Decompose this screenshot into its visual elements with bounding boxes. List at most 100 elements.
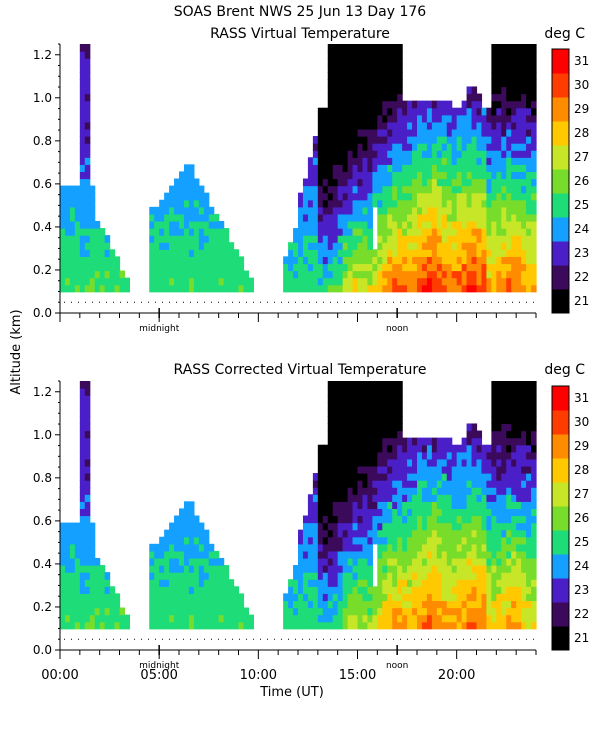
temperature-cell bbox=[179, 228, 185, 236]
top-panel-midnight-label: midnight bbox=[139, 324, 180, 334]
temperature-cell bbox=[357, 388, 364, 396]
temperature-cell bbox=[466, 550, 473, 559]
temperature-cell bbox=[392, 128, 398, 137]
temperature-cell bbox=[327, 114, 334, 123]
temperature-cell bbox=[506, 192, 512, 201]
temperature-cell bbox=[367, 473, 373, 481]
temperature-cell bbox=[337, 164, 344, 173]
temperature-cell bbox=[461, 487, 468, 495]
temperature-cell bbox=[397, 451, 403, 460]
temperature-cell bbox=[307, 256, 314, 265]
temperature-cell bbox=[367, 114, 373, 123]
temperature-cell bbox=[436, 437, 443, 446]
temperature-cell bbox=[288, 621, 294, 630]
temperature-cell bbox=[516, 51, 522, 59]
colorbar-label: 21 bbox=[574, 631, 589, 645]
temperature-cell bbox=[79, 381, 86, 389]
temperature-cell bbox=[362, 277, 369, 286]
temperature-cell bbox=[342, 228, 349, 236]
temperature-cell bbox=[407, 185, 413, 194]
temperature-cell bbox=[387, 565, 393, 573]
temperature-cell bbox=[179, 256, 185, 265]
temperature-cell bbox=[347, 178, 354, 187]
temperature-cell bbox=[367, 480, 373, 488]
temperature-cell bbox=[456, 487, 463, 495]
temperature-cell bbox=[352, 543, 359, 552]
temperature-cell bbox=[446, 543, 453, 552]
temperature-cell bbox=[466, 501, 473, 510]
temperature-cell bbox=[347, 465, 354, 474]
temperature-cell bbox=[208, 213, 215, 222]
temperature-cell bbox=[203, 270, 210, 279]
y-tick-label: 1.0 bbox=[33, 428, 52, 442]
temperature-cell bbox=[441, 501, 448, 510]
temperature-cell bbox=[84, 536, 91, 545]
temperature-cell bbox=[466, 220, 473, 229]
temperature-cell bbox=[332, 522, 339, 531]
temperature-cell bbox=[64, 199, 71, 208]
temperature-cell bbox=[441, 465, 448, 474]
temperature-cell bbox=[327, 171, 334, 180]
temperature-cell bbox=[312, 480, 319, 488]
temperature-cell bbox=[526, 536, 532, 545]
temperature-cell bbox=[511, 473, 517, 481]
temperature-cell bbox=[526, 284, 532, 293]
temperature-cell bbox=[516, 192, 522, 201]
temperature-cell bbox=[506, 79, 512, 88]
temperature-cell bbox=[362, 86, 369, 95]
temperature-cell bbox=[407, 213, 413, 222]
temperature-cell bbox=[486, 277, 492, 286]
temperature-cell bbox=[293, 270, 299, 279]
temperature-cell bbox=[412, 277, 418, 286]
temperature-cell bbox=[84, 256, 91, 265]
temperature-cell bbox=[342, 284, 349, 293]
temperature-cell bbox=[342, 65, 349, 73]
temperature-cell bbox=[174, 220, 180, 229]
temperature-cell bbox=[238, 607, 245, 616]
temperature-cell bbox=[506, 557, 512, 566]
temperature-cell bbox=[174, 228, 180, 236]
temperature-cell bbox=[516, 508, 522, 517]
temperature-cell bbox=[203, 579, 210, 587]
temperature-cell bbox=[193, 242, 200, 250]
temperature-cell bbox=[89, 270, 96, 279]
temperature-cell bbox=[367, 171, 373, 180]
temperature-cell bbox=[476, 171, 483, 180]
temperature-cell bbox=[387, 572, 393, 580]
temperature-cell bbox=[382, 86, 388, 95]
temperature-cell bbox=[327, 44, 334, 52]
temperature-cell bbox=[506, 228, 512, 236]
temperature-cell bbox=[357, 65, 364, 73]
temperature-cell bbox=[506, 249, 512, 257]
temperature-cell bbox=[496, 416, 502, 425]
temperature-cell bbox=[461, 437, 468, 446]
temperature-cell bbox=[74, 185, 81, 194]
temperature-cell bbox=[218, 593, 225, 602]
temperature-cell bbox=[228, 284, 235, 293]
temperature-cell bbox=[407, 171, 413, 180]
temperature-cell bbox=[516, 185, 522, 194]
temperature-cell bbox=[302, 607, 309, 616]
temperature-cell bbox=[516, 199, 522, 208]
temperature-cell bbox=[60, 550, 66, 559]
temperature-cell bbox=[104, 235, 111, 243]
temperature-cell bbox=[481, 494, 488, 502]
temperature-cell bbox=[74, 529, 81, 538]
temperature-cell bbox=[431, 171, 438, 180]
temperature-cell bbox=[436, 128, 443, 137]
temperature-cell bbox=[446, 114, 453, 123]
temperature-cell bbox=[436, 220, 443, 229]
temperature-cell bbox=[471, 572, 478, 580]
temperature-cell bbox=[476, 199, 483, 208]
temperature-cell bbox=[352, 522, 359, 531]
temperature-cell bbox=[362, 51, 369, 59]
temperature-cell bbox=[486, 192, 492, 201]
temperature-cell bbox=[412, 480, 418, 488]
temperature-cell bbox=[421, 128, 428, 137]
temperature-cell bbox=[476, 284, 483, 293]
temperature-cell bbox=[377, 249, 383, 257]
temperature-cell bbox=[208, 572, 215, 580]
temperature-cell bbox=[397, 444, 403, 453]
temperature-cell bbox=[114, 256, 121, 265]
temperature-cell bbox=[407, 121, 413, 130]
